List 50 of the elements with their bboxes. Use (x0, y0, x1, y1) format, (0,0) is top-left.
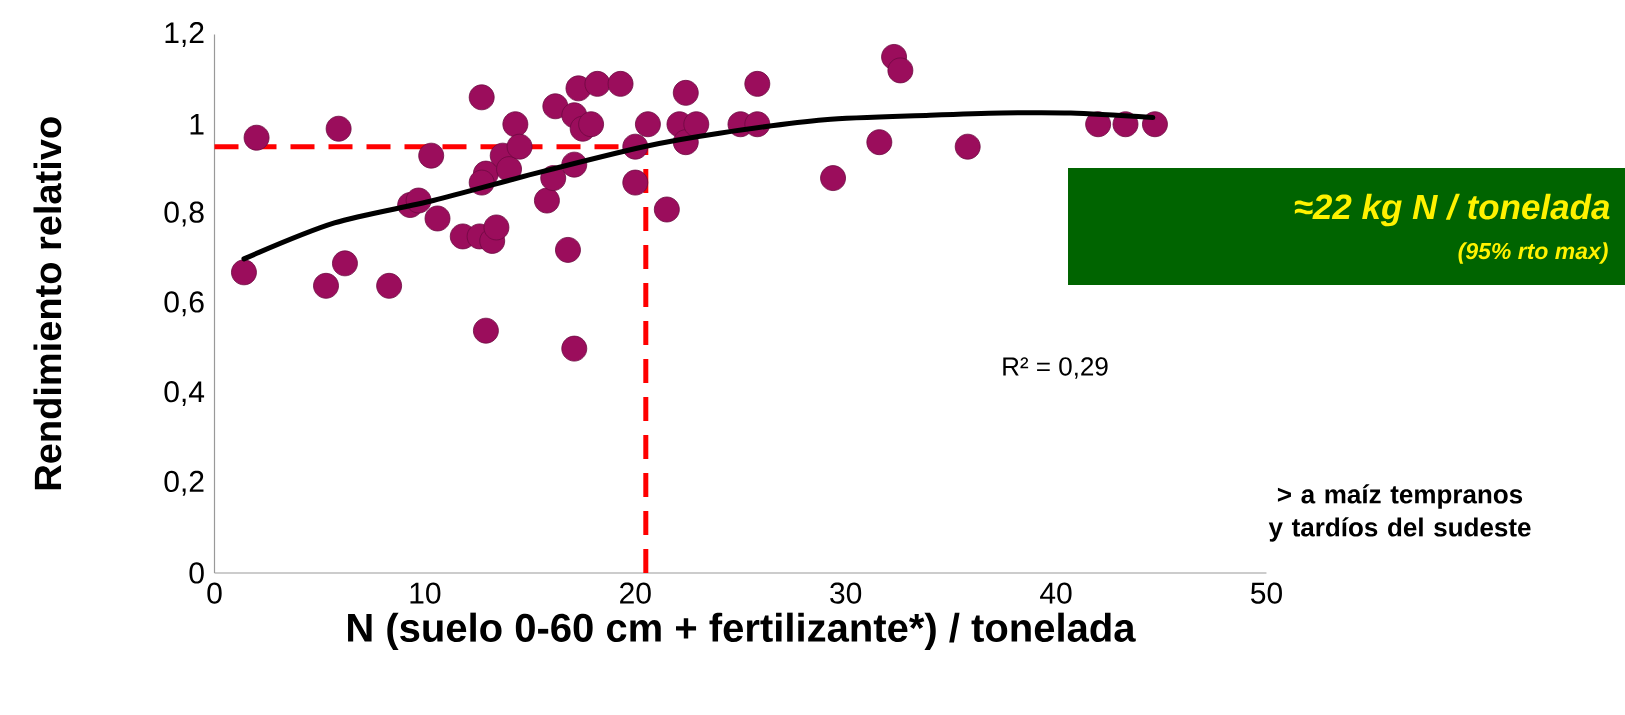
text: > a maíz tempranos y tardíos del sudeste (1268, 484, 1531, 542)
point (584, 70, 611, 97)
point (866, 129, 893, 156)
point (506, 133, 533, 160)
y-tick-label: 0,8 (164, 201, 204, 227)
point (555, 236, 581, 263)
point (332, 250, 358, 277)
point (243, 124, 270, 151)
point (622, 169, 649, 196)
point (483, 214, 510, 241)
x-tick-label: 40 (1040, 582, 1072, 604)
point (473, 317, 499, 344)
point (313, 272, 339, 299)
point (683, 111, 710, 138)
point (954, 133, 981, 160)
point (502, 111, 529, 138)
point (672, 79, 699, 106)
point (424, 205, 451, 232)
y-tick-label: 0 (189, 562, 204, 584)
point (561, 335, 588, 362)
point (376, 272, 403, 299)
point (418, 142, 445, 169)
point (887, 57, 914, 84)
annotation: R² = 0,29 (1003, 357, 1108, 379)
x-axis-title: N (suelo 0-60 cm + fertilizante*) / tonelada (348, 612, 1136, 650)
text: (95% rto max) (1458, 242, 1608, 264)
point (231, 259, 257, 286)
x-tick-label: 20 (620, 582, 651, 604)
x-tick-label: 30 (830, 582, 862, 604)
y-tick-label: 0,2 (164, 470, 204, 496)
point (468, 84, 495, 111)
y-tick-label: 1,2 (165, 22, 204, 47)
text: ≈22 kg N / tonelada (1294, 193, 1610, 227)
point (744, 70, 771, 97)
point (534, 187, 560, 214)
y-tick-label: 0,6 (164, 291, 204, 317)
point (1142, 111, 1168, 138)
x-tick-label: 10 (410, 582, 441, 604)
x-tick-label: 0 (207, 582, 222, 604)
point (325, 115, 352, 142)
y-axis-title: Rendimiento relativo (33, 117, 62, 490)
y-tick-label: 1 (190, 113, 204, 135)
x-tick-label: 50 (1250, 582, 1282, 604)
point (820, 165, 846, 191)
point (607, 70, 634, 97)
point (542, 93, 569, 120)
point (578, 111, 604, 138)
point (653, 196, 680, 223)
point (635, 111, 661, 138)
y-tick-label: 0,4 (164, 381, 205, 406)
